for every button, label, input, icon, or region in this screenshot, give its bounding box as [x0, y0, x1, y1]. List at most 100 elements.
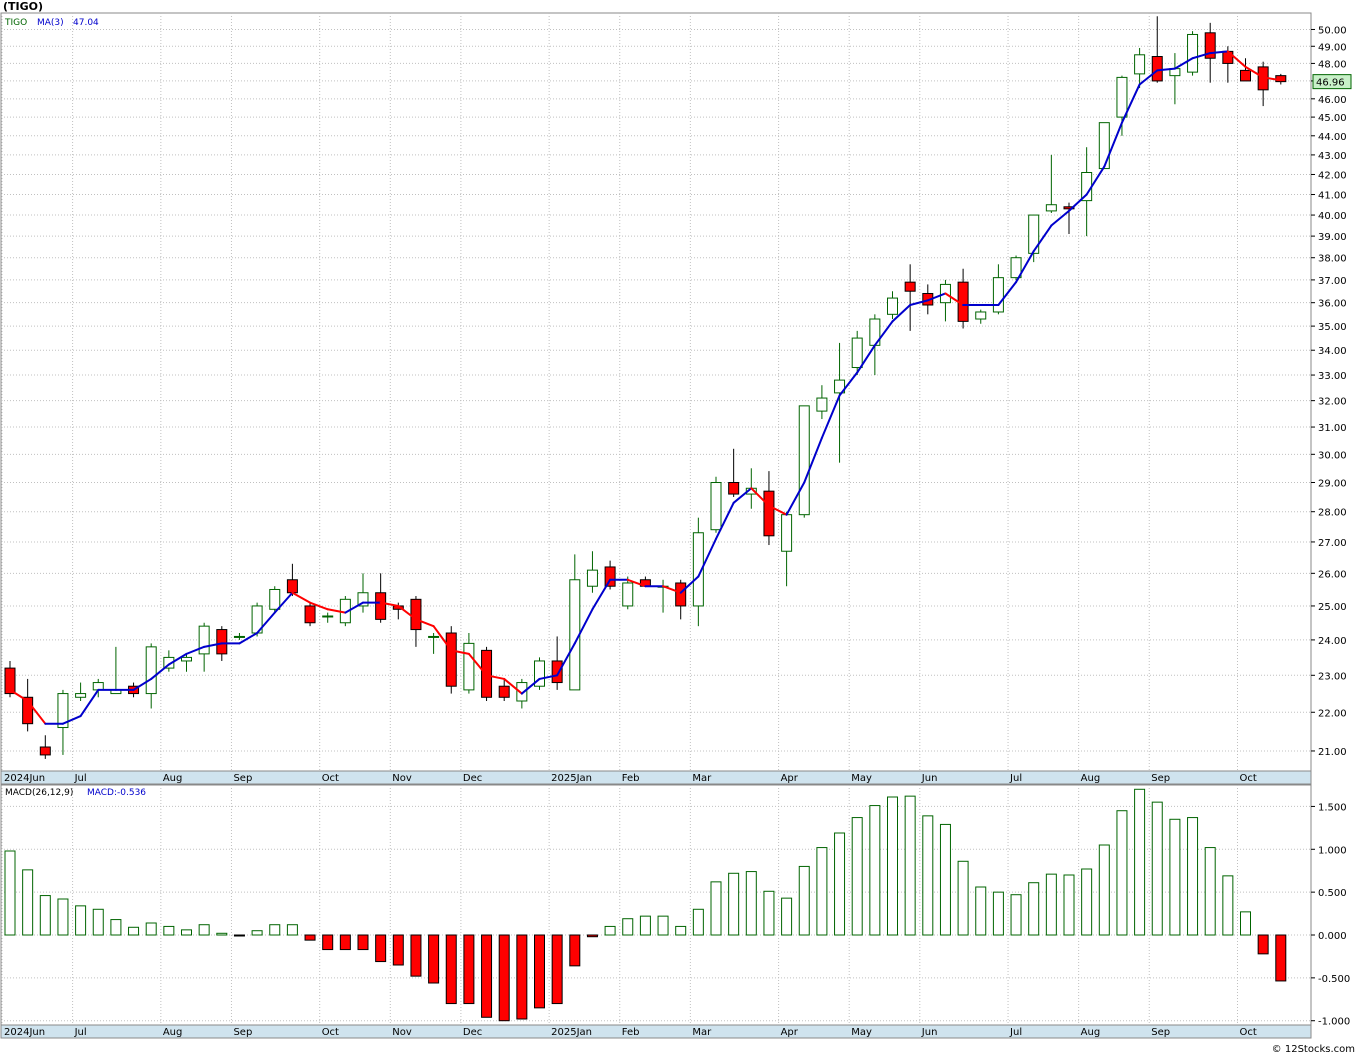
macd-bar [339, 934, 351, 951]
candle-body [1116, 76, 1128, 118]
x-axis-label: Nov [392, 1027, 412, 1038]
macd-bar [163, 925, 175, 936]
price-tick-label: 31.00 [1318, 423, 1347, 434]
candle [604, 560, 616, 590]
macd-bar [1063, 874, 1075, 936]
x-axis-label: Jul [74, 1027, 87, 1038]
x-axis-label: Dec [463, 1027, 482, 1038]
ma3-segment [891, 303, 912, 323]
macd-bar [251, 930, 263, 936]
macd-bar [992, 891, 1004, 936]
candle-body [445, 632, 457, 687]
price-tick-label: 50.00 [1318, 25, 1347, 36]
ma3-segment [1068, 193, 1088, 212]
price-tick-label: 39.00 [1318, 232, 1347, 243]
macd-tick-label: 0.000 [1318, 931, 1347, 942]
candle-body [1063, 206, 1075, 210]
macd-bar [887, 796, 898, 936]
macd-bar [1028, 882, 1040, 936]
x-axis-label: Aug [1081, 1027, 1101, 1038]
macd-bar [939, 823, 951, 936]
ma3-segment [573, 608, 594, 645]
macd-bar [1134, 788, 1146, 936]
macd-bar [1081, 868, 1093, 936]
ma3-line [9, 50, 1282, 725]
macd-bar [1010, 894, 1022, 936]
candle-body [551, 660, 563, 684]
macd-bar [1045, 873, 1057, 936]
macd-bar [39, 895, 51, 936]
macd-x-axis-band [0, 1024, 1312, 1039]
candle-body [534, 660, 545, 687]
candle [710, 476, 722, 533]
ma3-segment [485, 674, 506, 680]
ma3-segment [909, 299, 929, 306]
macd-bar [798, 865, 810, 936]
candle-body [410, 598, 422, 631]
candle-body [816, 397, 828, 412]
ma3-segment [732, 487, 753, 504]
candle [887, 291, 898, 320]
ma3-segment [767, 504, 788, 516]
macd-bar [551, 934, 563, 1005]
macd-bar [622, 918, 634, 936]
candle [233, 633, 245, 640]
candle-body [1151, 56, 1163, 82]
candle-body [798, 405, 810, 516]
x-axis-label: Oct [1240, 1027, 1257, 1038]
candle-body [4, 667, 16, 695]
candle-body [498, 685, 510, 698]
ma3-segment [432, 625, 453, 652]
ma3-segment [873, 320, 894, 347]
macd-bar [92, 908, 104, 936]
candle-body [586, 569, 598, 587]
price-tick-label: 27.00 [1318, 538, 1347, 549]
macd-bar [639, 915, 651, 936]
ma3-segment [379, 601, 400, 607]
price-tick-label: 37.00 [1318, 276, 1347, 287]
legend-ma-value: 47.04 [73, 18, 99, 28]
macd-bar [1169, 818, 1181, 936]
price-tick-label: 28.00 [1318, 508, 1347, 519]
ma3-segment [1050, 209, 1070, 227]
candle [534, 657, 545, 690]
candle [851, 330, 863, 376]
candle-body [781, 514, 793, 552]
price-tick-label: 36.00 [1318, 299, 1347, 310]
candle-body [975, 311, 987, 320]
price-tick-label: 41.00 [1318, 191, 1347, 202]
candle-body [1240, 69, 1251, 82]
candle [1010, 255, 1022, 280]
macd-label: MACD(26,12,9) [5, 788, 73, 798]
x-axis-label: Sep [1151, 773, 1170, 784]
last-price-label: 46.96 [1316, 78, 1345, 89]
candle [445, 626, 457, 694]
price-grid [1, 13, 1311, 771]
macd-bar [569, 934, 581, 967]
candle [763, 471, 775, 546]
candle-body [304, 605, 316, 624]
price-tick-label: 35.00 [1318, 322, 1347, 333]
last-price-tag: 46.96 [1312, 74, 1352, 90]
macd-bar [269, 924, 281, 936]
ma3-segment [291, 591, 312, 604]
macd-bar [233, 934, 245, 937]
candle [551, 636, 563, 690]
ma3-segment [414, 618, 435, 628]
x-axis-label: Jun [921, 773, 938, 784]
macd-bar [904, 795, 916, 936]
price-tick-label: 24.00 [1318, 636, 1347, 647]
candle-body [198, 625, 210, 655]
macd-bar [1257, 934, 1269, 955]
macd-bar [463, 934, 475, 1005]
x-axis-label: May [851, 773, 872, 784]
candle-body [675, 582, 687, 607]
candle-body [375, 592, 387, 620]
candle-body [904, 281, 916, 292]
x-axis-label: Aug [163, 773, 183, 784]
price-tick-label: 26.00 [1318, 569, 1347, 580]
candle-body [463, 642, 475, 691]
candle-body [322, 615, 334, 618]
x-axis-label: 2024Jun [4, 773, 45, 784]
candle-body [604, 566, 616, 587]
